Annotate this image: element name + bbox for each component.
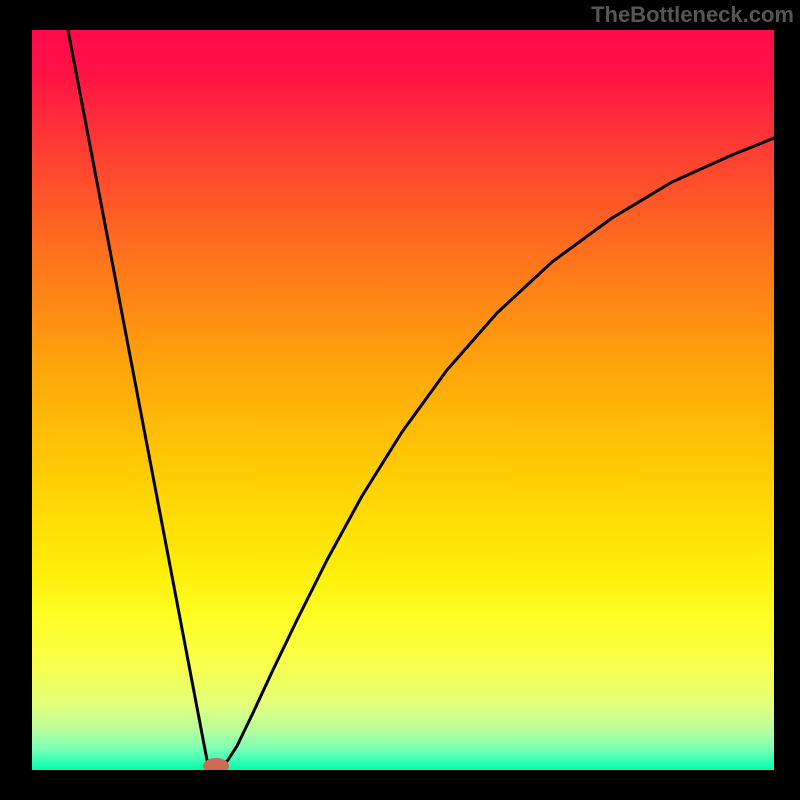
attribution-label: TheBottleneck.com <box>591 2 794 28</box>
curve-layer <box>32 30 774 770</box>
bottleneck-curve <box>68 30 774 767</box>
chart-canvas: TheBottleneck.com <box>0 0 800 800</box>
optimum-marker <box>203 758 229 770</box>
plot-area <box>32 30 774 770</box>
